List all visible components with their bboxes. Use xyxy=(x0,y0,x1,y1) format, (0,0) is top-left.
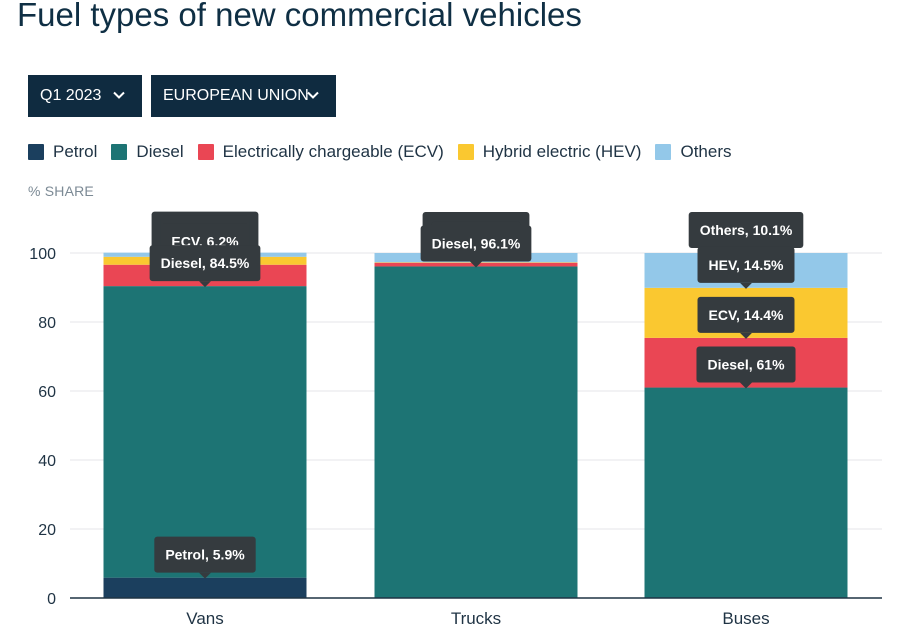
bar-segment xyxy=(103,577,307,598)
legend-swatch xyxy=(28,144,44,160)
legend-label: Hybrid electric (HEV) xyxy=(482,142,642,161)
y-tick-label: 60 xyxy=(38,384,56,401)
legend-item-ecv[interactable]: Electrically chargeable (ECV) xyxy=(197,142,444,162)
data-label-text: ECV, 14.4% xyxy=(709,307,785,323)
legend-swatch xyxy=(655,144,672,160)
y-tick-label: 40 xyxy=(38,453,56,470)
data-label: ECV, 14.4% xyxy=(697,296,795,339)
data-label-text: Diesel, 96.1% xyxy=(432,235,521,251)
y-axis-label: % SHARE xyxy=(28,183,94,199)
data-label: Diesel, 96.1% xyxy=(420,225,532,268)
x-tick-label: Trucks xyxy=(451,609,501,628)
data-label: Others, 10.1% xyxy=(688,212,804,254)
legend-item-others[interactable]: Others xyxy=(655,142,732,162)
legend-item-hev[interactable]: Hybrid electric (HEV) xyxy=(457,142,642,162)
chart-title: Fuel types of new commercial vehicles xyxy=(17,0,582,33)
y-tick-label: 20 xyxy=(38,522,56,539)
x-tick-label: Vans xyxy=(186,609,224,628)
data-label-box xyxy=(697,246,795,283)
period-dropdown-label: Q1 2023 xyxy=(40,87,102,104)
data-label-box xyxy=(696,346,796,383)
data-label-box xyxy=(697,296,795,333)
data-label: HEV, 14.5% xyxy=(697,246,795,289)
data-label-text: Petrol, 5.9% xyxy=(165,547,245,563)
data-label: Petrol, 5.9% xyxy=(154,536,256,579)
chart-legend: Petrol Diesel Electrically chargeable (E… xyxy=(28,142,746,162)
data-label: Diesel, 84.5% xyxy=(149,245,261,288)
period-dropdown[interactable]: Q1 2023 xyxy=(28,75,142,117)
chevron-down-icon xyxy=(113,91,125,99)
chevron-down-icon xyxy=(307,91,319,99)
data-label-pointer xyxy=(740,382,752,389)
data-label-pointer xyxy=(740,332,752,339)
y-tick-label: 0 xyxy=(47,591,56,608)
data-label-pointer xyxy=(199,281,211,288)
legend-item-petrol[interactable]: Petrol xyxy=(28,142,97,162)
data-label-text: Diesel, 61% xyxy=(707,357,785,373)
region-dropdown-label: EUROPEAN UNION xyxy=(163,87,309,104)
data-label-box xyxy=(688,212,804,248)
region-dropdown[interactable]: EUROPEAN UNION xyxy=(151,75,336,117)
legend-label: Petrol xyxy=(53,142,98,161)
data-label-text: Others, 10.1% xyxy=(700,222,793,238)
bar-segment xyxy=(103,286,307,578)
data-label-pointer xyxy=(470,261,482,268)
legend-swatch xyxy=(197,144,214,160)
y-tick-label: 80 xyxy=(38,315,56,332)
x-tick-label: Buses xyxy=(722,609,769,628)
data-label-pointer xyxy=(740,282,752,289)
legend-swatch xyxy=(111,144,128,160)
data-label-pointer xyxy=(199,572,211,579)
data-label-box xyxy=(154,536,256,573)
data-label-box xyxy=(420,225,532,262)
legend-label: Others xyxy=(680,142,732,161)
y-tick-label: 100 xyxy=(29,246,56,263)
data-label-box xyxy=(149,245,261,282)
legend-swatch xyxy=(457,144,474,160)
data-label-text: HEV, 14.5% xyxy=(709,257,785,273)
legend-label: Electrically chargeable (ECV) xyxy=(222,142,444,161)
legend-item-diesel[interactable]: Diesel xyxy=(111,142,184,162)
data-label-text: Diesel, 84.5% xyxy=(161,255,250,271)
data-label: Diesel, 61% xyxy=(696,346,796,389)
bar-segment xyxy=(374,266,578,598)
bar-segment xyxy=(644,387,848,598)
legend-label: Diesel xyxy=(136,142,184,161)
